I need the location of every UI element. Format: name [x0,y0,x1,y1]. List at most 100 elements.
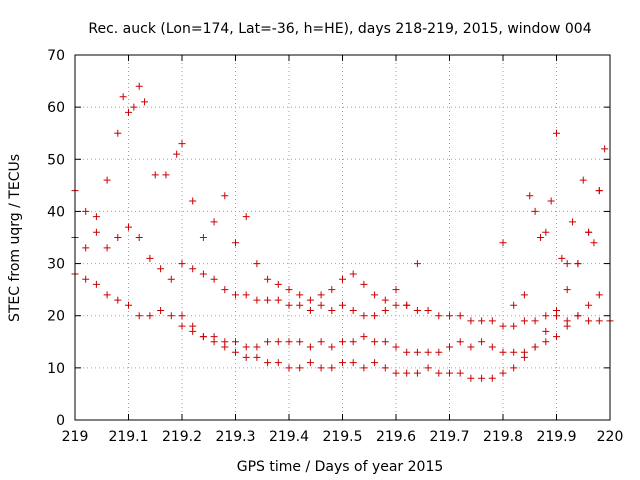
data-point [103,244,111,252]
data-point [360,312,368,320]
data-point [210,218,218,226]
x-tick-label: 219.3 [215,429,255,445]
data-point [119,93,127,101]
data-point [563,286,571,294]
x-tick-label: 219.5 [322,429,362,445]
data-point [424,364,432,372]
data-point [467,374,475,382]
x-axis-label: GPS time / Days of year 2015 [237,459,444,475]
data-point [531,317,539,325]
chart-title: Rec. auck (Lon=174, Lat=-36, h=HE), days… [88,21,591,37]
data-point [446,312,453,320]
data-point [553,129,560,137]
data-point [456,369,464,377]
data-point [413,348,421,356]
data-point [499,239,507,247]
data-point [130,103,138,111]
data-point [499,322,507,330]
data-point [349,338,357,346]
data-point [167,312,175,320]
data-point [253,353,261,361]
data-point [403,348,411,356]
data-point [167,275,175,283]
data-point [253,343,261,351]
data-point [478,338,486,346]
data-point [392,369,400,377]
data-point [339,338,346,346]
data-point [146,254,154,262]
data-point [435,369,443,377]
data-point [531,343,539,351]
data-point [199,234,207,241]
data-point [424,348,432,356]
data-point [574,312,582,320]
data-point [264,359,272,367]
data-point [413,307,421,314]
data-point [178,312,186,320]
y-tick-label: 50 [47,152,65,168]
data-point [360,280,368,288]
data-point [253,260,261,268]
data-point [232,338,239,346]
y-tick-label: 60 [47,100,65,116]
data-point [317,364,325,372]
data-point [446,343,453,351]
data-point [590,239,598,247]
data-point [285,301,293,309]
y-axis-label: STEC from uqrg / TECUs [7,154,23,322]
x-tick-label: 219.4 [269,429,309,445]
data-point [178,260,186,268]
data-point [478,374,486,382]
data-point [317,301,325,309]
x-tick-label: 219 [62,429,89,445]
data-point [542,338,550,346]
data-point [585,228,593,236]
data-point [317,291,325,299]
data-point [536,234,544,241]
data-point [82,244,90,252]
data-point [92,228,100,236]
data-point [92,213,100,221]
data-point [189,265,197,273]
data-point [125,108,132,116]
data-point [585,301,593,309]
data-point [274,280,282,288]
data-point [553,333,560,341]
data-point [563,260,571,268]
data-point [360,364,368,372]
data-point [595,317,603,325]
data-point [135,312,143,320]
data-point [520,353,528,361]
data-point [306,343,314,351]
data-point [456,338,464,346]
x-tick-label: 219.6 [376,429,416,445]
data-point [210,275,218,283]
data-point [296,364,304,372]
data-point [392,286,400,294]
data-point [178,322,186,330]
data-point [264,296,272,304]
data-point [306,359,314,367]
data-point [392,343,400,351]
data-point [510,322,518,330]
data-point [371,359,379,367]
y-tick-label: 10 [47,361,65,377]
data-point [221,192,229,200]
data-point [488,343,496,351]
data-point [146,312,154,320]
data-point [178,140,186,148]
data-point [221,286,229,294]
data-point [135,82,143,90]
data-point [339,275,346,283]
x-tick-label: 219.2 [162,429,202,445]
data-points [71,82,614,382]
data-point [553,307,560,314]
data-point [125,301,132,309]
data-point [173,150,181,158]
data-point [413,369,421,377]
data-point [285,286,293,294]
data-point [264,338,272,346]
data-point [199,333,207,341]
data-point [189,197,197,205]
x-tick-label: 219.8 [483,429,523,445]
